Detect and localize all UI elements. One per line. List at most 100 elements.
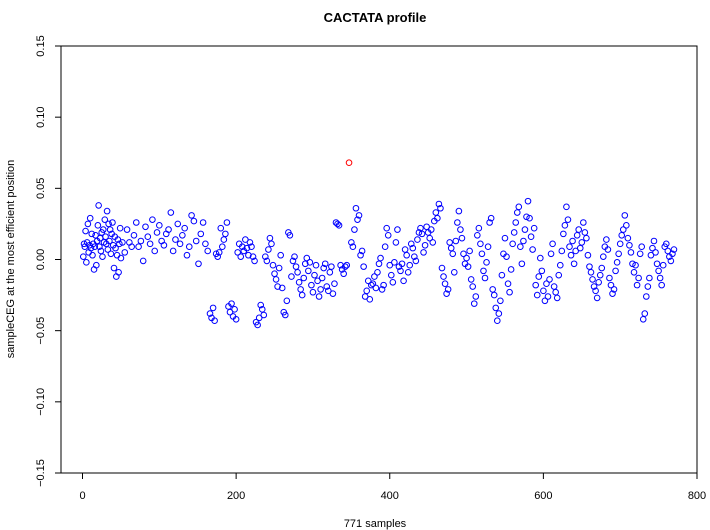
data-point [116, 224, 124, 232]
data-point [128, 243, 135, 250]
data-point [515, 203, 523, 211]
data-point [450, 269, 458, 276]
data-point [510, 229, 518, 236]
data-point [249, 253, 257, 260]
data-point [409, 244, 417, 252]
data-point [289, 257, 297, 265]
data-point [303, 254, 311, 262]
data-point [521, 226, 529, 233]
data-point [566, 243, 573, 250]
data-point [549, 240, 556, 248]
data-point [260, 311, 268, 319]
highlighted-point-layer [345, 159, 353, 167]
data-point [341, 263, 349, 270]
x-axis: 0 200 400 600 800 [79, 472, 706, 502]
data-point [615, 250, 622, 258]
data-point [278, 284, 286, 292]
data-point [555, 271, 563, 279]
data-point [99, 253, 106, 260]
data-point [83, 259, 90, 266]
data-point [113, 251, 121, 259]
data-point [352, 204, 360, 212]
data-point [427, 226, 435, 233]
data-point [114, 236, 122, 243]
data-point [215, 249, 223, 256]
y-tick-label: 0.05 [35, 178, 47, 199]
data-point [613, 259, 621, 266]
data-point [238, 243, 246, 250]
data-point [658, 281, 665, 289]
data-point [472, 293, 480, 300]
data-point [484, 243, 492, 250]
data-point [167, 209, 175, 216]
data-point [544, 293, 552, 300]
data-point [226, 308, 234, 316]
data-point [288, 273, 295, 280]
data-point [513, 209, 521, 216]
data-point [457, 226, 464, 233]
data-point [507, 266, 515, 273]
data-point [96, 243, 103, 250]
y-tick-label: −0.10 [35, 388, 47, 416]
y-tick-label: 0.00 [35, 249, 47, 270]
data-point [523, 213, 530, 221]
data-point [581, 229, 589, 236]
data-point [420, 249, 427, 256]
data-point [467, 276, 475, 283]
data-point [372, 284, 380, 292]
data-point [326, 269, 334, 276]
data-point [355, 212, 363, 219]
data-point [669, 250, 676, 258]
data-point [391, 259, 398, 266]
data-point [384, 232, 392, 239]
data-point [639, 315, 647, 323]
y-axis: −0.15 −0.10 −0.05 0.00 0.05 0.10 0.15 [35, 35, 62, 487]
data-point [231, 306, 238, 313]
data-point [595, 278, 602, 286]
data-point [369, 280, 377, 287]
data-point [251, 257, 258, 265]
data-point [404, 269, 412, 276]
data-point [292, 263, 300, 270]
data-point [653, 260, 661, 268]
data-point [358, 247, 366, 255]
data-point [400, 277, 407, 285]
data-point [245, 251, 252, 259]
data-point [281, 311, 289, 319]
data-point [211, 317, 218, 325]
data-point [86, 214, 94, 222]
data-point [286, 232, 294, 239]
x-tick-label: 600 [534, 490, 552, 502]
data-point [540, 287, 547, 295]
data-point [434, 214, 441, 222]
data-point [624, 234, 632, 242]
data-point [314, 277, 321, 285]
x-tick-label: 400 [381, 490, 399, 502]
data-point [137, 237, 145, 245]
data-point [618, 232, 626, 239]
data-point [274, 283, 281, 290]
data-point [656, 274, 664, 282]
data-point [106, 226, 114, 233]
data-point [160, 241, 168, 249]
data-point [586, 263, 593, 270]
data-point [538, 267, 546, 275]
data-point [641, 310, 649, 317]
data-point [272, 276, 280, 283]
data-point [490, 291, 498, 299]
data-point [337, 261, 344, 269]
data-point [375, 260, 383, 268]
data-point [659, 261, 667, 269]
data-point [603, 236, 610, 243]
data-point [349, 243, 357, 250]
data-point [311, 271, 318, 279]
data-point [123, 226, 131, 233]
data-point [291, 253, 298, 260]
data-point [116, 240, 123, 248]
data-point [135, 243, 142, 250]
data-point [411, 253, 418, 260]
data-point [596, 271, 604, 279]
data-point [275, 264, 283, 272]
data-point [503, 253, 510, 260]
